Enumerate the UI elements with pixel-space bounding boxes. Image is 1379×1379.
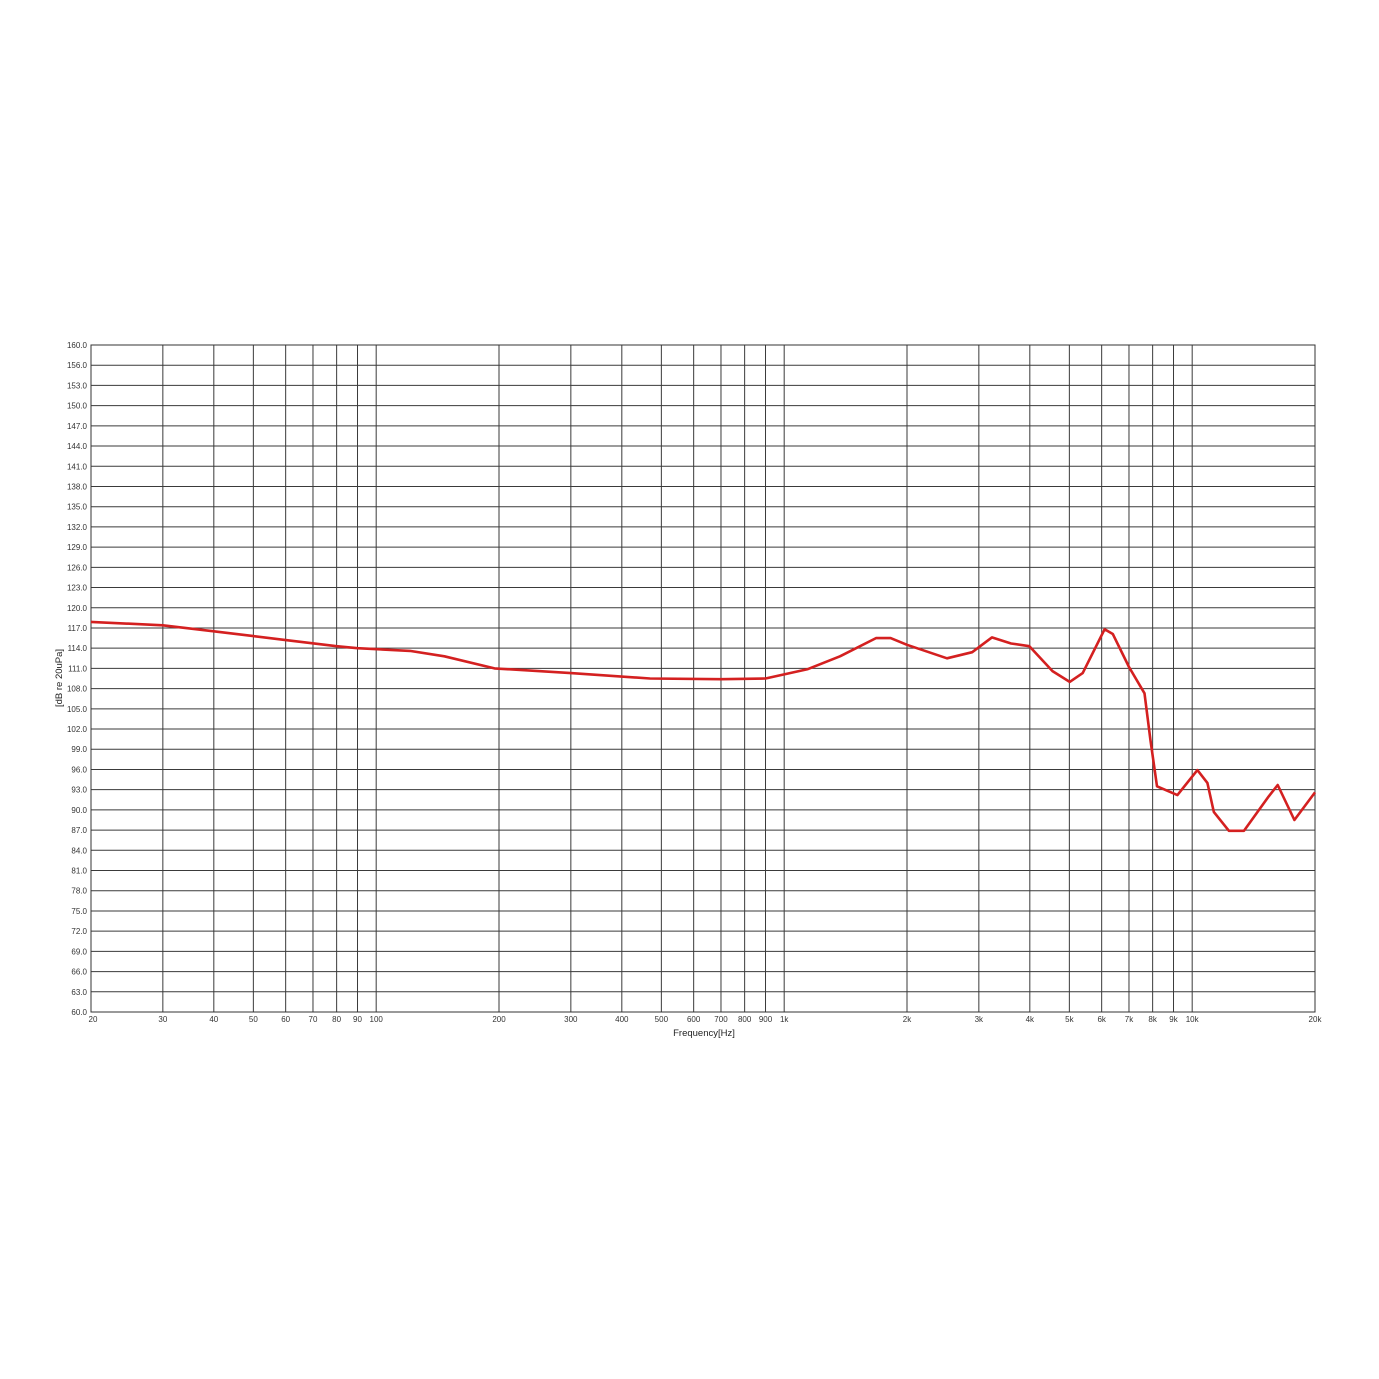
y-tick-label: 114.0 [68,644,88,653]
x-tick-label: 60 [281,1015,290,1024]
x-tick-label: 200 [492,1015,506,1024]
y-tick-label: 60.0 [71,1008,87,1017]
y-tick-label: 132.0 [67,523,88,532]
y-tick-label: 72.0 [71,927,87,936]
x-tick-label: 600 [687,1015,701,1024]
y-tick-label: 78.0 [71,887,87,896]
x-tick-label: 6k [1097,1015,1106,1024]
y-tick-label: 75.0 [71,907,87,916]
x-tick-label: 20 [89,1015,98,1024]
y-tick-label: 129.0 [67,543,88,552]
x-tick-label: 900 [759,1015,773,1024]
x-tick-label: 2k [903,1015,912,1024]
x-tick-label: 100 [370,1015,384,1024]
y-tick-label: 66.0 [71,968,87,977]
y-tick-label: 69.0 [71,947,87,956]
x-axis-label: Frequency[Hz] [673,1028,735,1039]
y-tick-label: 108.0 [67,685,88,694]
x-tick-label: 400 [615,1015,629,1024]
y-tick-label: 87.0 [71,826,87,835]
y-tick-label: 120.0 [67,604,88,613]
y-tick-label: 96.0 [71,765,87,774]
y-tick-label: 117.0 [68,624,88,633]
x-tick-label: 500 [655,1015,669,1024]
y-tick-label: 150.0 [67,402,88,411]
y-tick-label: 135.0 [67,503,88,512]
y-axis-ticks: 60.0 63.0 66.0 69.0 72.0 75.0 78.0 81.0 84.0 87.0… [67,341,88,1017]
y-tick-label: 147.0 [67,422,88,431]
series-line [90,620,1317,833]
y-tick-label: 138.0 [67,482,88,491]
x-tick-label: 90 [353,1015,362,1024]
y-tick-label: 126.0 [67,563,88,572]
x-tick-label: 8k [1148,1015,1157,1024]
y-tick-label: 105.0 [67,705,88,714]
y-tick-label: 111.0 [68,664,87,673]
y-tick-label: 144.0 [67,442,88,451]
y-tick-label: 123.0 [67,584,88,593]
y-tick-label: 153.0 [67,381,88,390]
plot-frame [90,344,1316,1013]
x-tick-label: 80 [332,1015,341,1024]
y-tick-label: 63.0 [71,988,87,997]
x-tick-label: 7k [1125,1015,1134,1024]
grid [90,344,1316,1013]
y-tick-label: 90.0 [71,806,87,815]
x-axis-ticks: 20 30 40 50 60 70 80 90 100 200 300 400 500 600 700 800… [89,1015,1323,1024]
x-tick-label: 9k [1169,1015,1178,1024]
x-tick-label: 40 [209,1015,218,1024]
x-tick-label: 70 [309,1015,318,1024]
y-tick-label: 160.0 [67,341,88,350]
x-tick-label: 700 [714,1015,728,1024]
y-axis-label: [dB re 20uPa] [54,649,65,707]
x-tick-label: 3k [975,1015,984,1024]
x-tick-label: 20k [1309,1015,1323,1024]
y-tick-label: 81.0 [71,867,87,876]
y-tick-label: 99.0 [71,745,87,754]
y-tick-label: 141.0 [67,462,88,471]
y-tick-label: 93.0 [71,786,87,795]
x-tick-label: 5k [1065,1015,1074,1024]
x-tick-label: 800 [738,1015,752,1024]
x-tick-label: 50 [249,1015,258,1024]
y-tick-label: 102.0 [67,725,88,734]
x-tick-label: 30 [158,1015,167,1024]
y-tick-label: 156.0 [67,361,88,370]
y-tick-label: 84.0 [71,846,87,855]
x-tick-label: 10k [1186,1015,1200,1024]
x-tick-label: 4k [1026,1015,1035,1024]
x-tick-label: 1k [780,1015,789,1024]
x-tick-label: 300 [564,1015,578,1024]
